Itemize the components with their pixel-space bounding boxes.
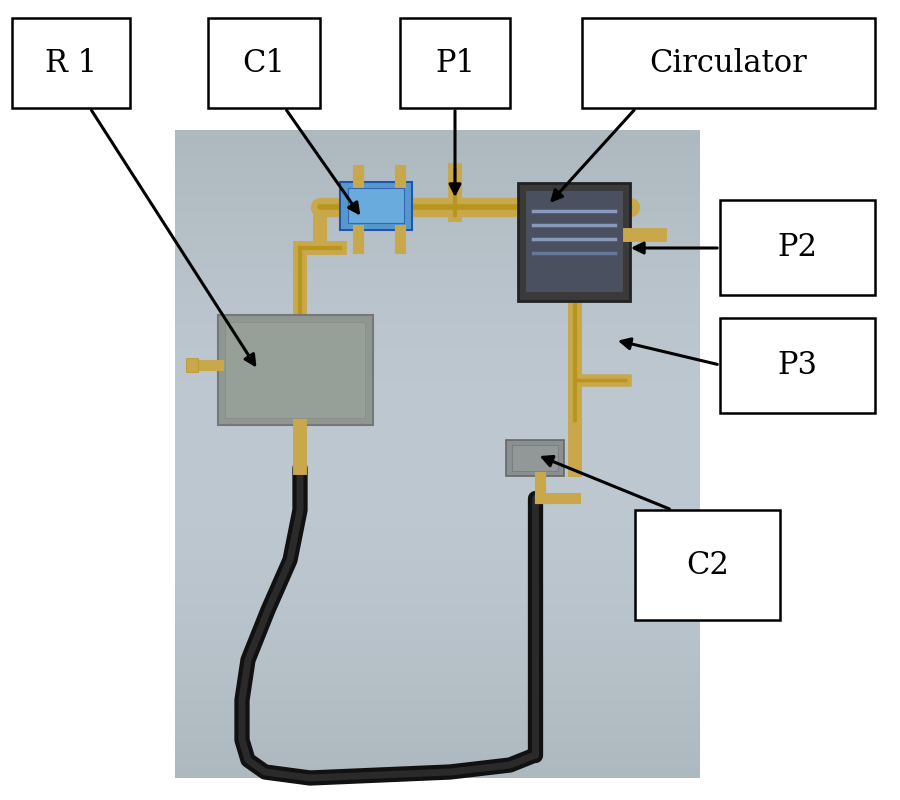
FancyBboxPatch shape bbox=[186, 358, 198, 372]
FancyBboxPatch shape bbox=[720, 318, 875, 413]
FancyBboxPatch shape bbox=[720, 200, 875, 295]
FancyBboxPatch shape bbox=[635, 510, 780, 620]
Text: C2: C2 bbox=[686, 550, 729, 581]
FancyBboxPatch shape bbox=[225, 322, 365, 418]
FancyBboxPatch shape bbox=[582, 18, 875, 108]
Text: P3: P3 bbox=[778, 350, 817, 381]
FancyBboxPatch shape bbox=[218, 315, 373, 425]
Text: P1: P1 bbox=[435, 47, 475, 78]
Text: Circulator: Circulator bbox=[650, 47, 807, 78]
FancyBboxPatch shape bbox=[400, 18, 510, 108]
Text: C1: C1 bbox=[243, 47, 285, 78]
FancyBboxPatch shape bbox=[506, 440, 564, 476]
FancyBboxPatch shape bbox=[340, 182, 412, 230]
FancyBboxPatch shape bbox=[175, 130, 700, 778]
FancyBboxPatch shape bbox=[208, 18, 320, 108]
Text: R 1: R 1 bbox=[45, 47, 97, 78]
FancyBboxPatch shape bbox=[12, 18, 130, 108]
FancyBboxPatch shape bbox=[518, 183, 630, 301]
FancyBboxPatch shape bbox=[526, 191, 622, 291]
Text: P2: P2 bbox=[778, 232, 817, 263]
FancyBboxPatch shape bbox=[512, 445, 558, 471]
FancyBboxPatch shape bbox=[348, 188, 404, 223]
